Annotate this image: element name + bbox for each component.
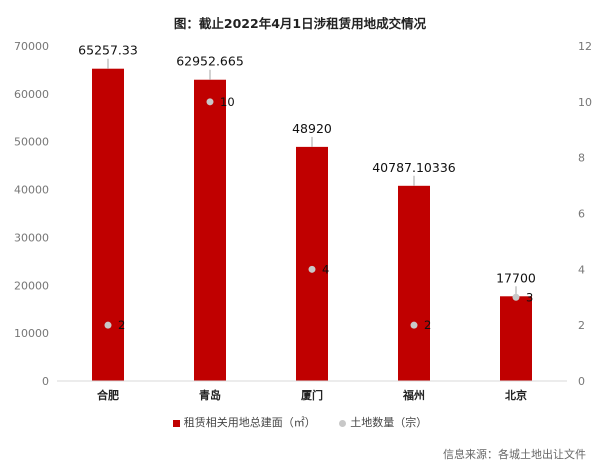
bar-data-label: 40787.10336 [372, 160, 456, 175]
bar-data-label: 48920 [292, 121, 332, 136]
count-point [308, 265, 316, 273]
left-tick-label: 30000 [14, 231, 49, 244]
count-series [104, 98, 520, 329]
category-label: 合肥 [97, 388, 119, 402]
count-data-label: 2 [424, 318, 431, 332]
category-label: 厦门 [301, 388, 323, 402]
count-data-label: 10 [220, 95, 235, 109]
left-tick-label: 20000 [14, 279, 49, 292]
right-tick-label: 6 [578, 208, 585, 221]
left-tick-label: 0 [42, 375, 49, 388]
count-point [104, 321, 112, 329]
left-tick-label: 40000 [14, 184, 49, 197]
count-point [410, 321, 418, 329]
bar [500, 296, 532, 381]
count-data-label: 2 [118, 318, 125, 332]
left-axis: 0 10000 20000 30000 40000 50000 60000 70000 [14, 40, 49, 388]
right-tick-label: 0 [578, 375, 585, 388]
bar-data-label: 62952.665 [176, 54, 244, 69]
count-data-label: 4 [322, 262, 329, 276]
bar-data-label: 65257.33 [78, 43, 138, 58]
legend-bar-label: 租赁相关用地总建面（㎡） [183, 416, 316, 429]
left-tick-label: 50000 [14, 136, 49, 149]
right-tick-label: 4 [578, 263, 585, 276]
bar [92, 68, 124, 381]
count-data-label: 3 [526, 290, 533, 304]
bar-data-labels: 65257.33 62952.665 48920 40787.10336 17700 [78, 43, 536, 286]
right-tick-label: 2 [578, 319, 585, 332]
right-tick-label: 10 [578, 96, 592, 109]
category-label: 福州 [402, 388, 425, 402]
right-axis: 0 2 4 6 8 10 12 [578, 40, 592, 388]
count-point [512, 293, 520, 301]
legend-item-dot: 土地数量（宗） [339, 414, 427, 430]
legend: 租赁相关用地总建面（㎡） 土地数量（宗） [0, 414, 600, 430]
left-tick-label: 10000 [14, 327, 49, 340]
right-tick-label: 12 [578, 40, 592, 53]
left-tick-label: 70000 [14, 40, 49, 53]
left-tick-label: 60000 [14, 88, 49, 101]
legend-dot-swatch [339, 419, 347, 427]
category-axis: 合肥 青岛 厦门 福州 北京 [57, 380, 567, 402]
bar-label-leaders [107, 58, 517, 297]
bar [398, 185, 430, 381]
bar-series [92, 68, 532, 381]
source-note: 信息来源：各城土地出让文件 [443, 448, 586, 461]
legend-dot-label: 土地数量（宗） [350, 416, 428, 429]
category-label: 北京 [505, 388, 527, 402]
bar [194, 79, 226, 381]
category-label: 青岛 [199, 388, 221, 402]
bar [296, 146, 328, 381]
bar-data-label: 17700 [496, 270, 536, 285]
legend-bar-swatch [172, 419, 180, 427]
count-data-labels: 2 10 4 2 3 [118, 95, 533, 332]
chart-title: 图：截止2022年4月1日涉租赁用地成交情况 [173, 16, 427, 31]
legend-item-bar: 租赁相关用地总建面（㎡） [172, 414, 316, 430]
count-point [206, 98, 214, 106]
right-tick-label: 8 [578, 152, 585, 165]
